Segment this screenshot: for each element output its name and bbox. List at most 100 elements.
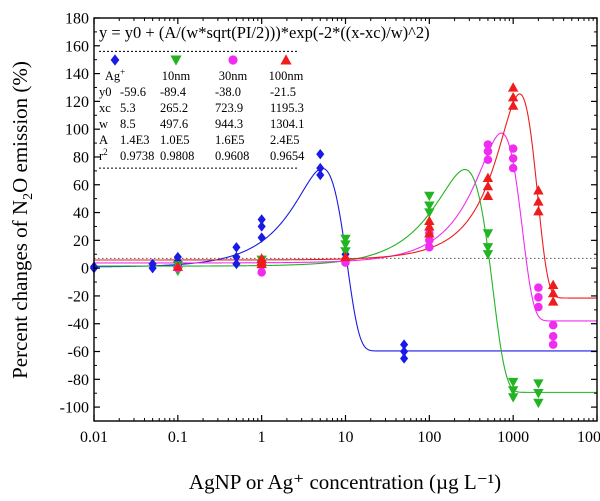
data-point-series-1 [400, 339, 409, 350]
fit-equation: y = y0 + (A/(w*sqrt(PI/2)))*exp(-2*((x-x… [99, 23, 430, 42]
table-column-header: 100nm [269, 69, 304, 83]
table-cell: 1304.1 [270, 117, 304, 131]
y-tick-label: -20 [68, 288, 89, 305]
y-tick-label: 120 [65, 94, 89, 111]
data-point-series-2 [533, 389, 544, 399]
table-cell: -59.6 [120, 85, 146, 99]
data-point-series-2 [482, 243, 494, 253]
data-point-series-2 [424, 208, 435, 218]
data-point-series-3 [534, 283, 543, 292]
data-point-series-4 [547, 287, 559, 298]
data-point-series-2 [507, 386, 519, 396]
data-point-series-4 [507, 100, 519, 110]
data-point-series-1 [316, 148, 325, 160]
table-cell: 497.6 [160, 117, 188, 131]
data-point-series-3 [483, 155, 493, 165]
data-point-series-4 [482, 180, 494, 191]
data-point-series-2 [507, 393, 519, 403]
x-tick-label: 10000 [577, 429, 600, 446]
data-point-series-4 [424, 228, 435, 238]
data-point-series-3 [508, 144, 518, 153]
table-cell: -38.0 [215, 85, 241, 99]
x-axis-label: AgNP or Ag⁺ concentration (µg L⁻¹) [189, 470, 501, 494]
data-point-series-3 [483, 140, 493, 149]
data-point-series-2 [482, 229, 494, 239]
data-point-series-2 [507, 377, 519, 388]
table-row-label: y0 [99, 85, 112, 99]
data-point-series-2 [424, 191, 435, 202]
table-row-label: xc [99, 101, 111, 115]
data-point-series-4 [482, 172, 494, 182]
table-cell: 0.9654 [270, 149, 305, 163]
x-tick-label: 10 [338, 429, 354, 446]
fit-curve-2 [94, 168, 597, 393]
data-point-series-1 [316, 169, 325, 181]
y-tick-label: -40 [68, 316, 89, 333]
data-point-series-1 [257, 221, 266, 232]
data-point-series-3 [548, 340, 558, 349]
data-point-series-4 [424, 215, 435, 226]
data-point-series-3 [534, 293, 543, 302]
legend-marker-series-3 [228, 55, 238, 65]
table-cell: 0.9608 [215, 149, 249, 163]
table-cell: 944.3 [215, 117, 243, 131]
data-point-series-4 [256, 253, 267, 263]
data-point-series-2 [340, 240, 351, 250]
data-point-series-4 [533, 185, 544, 195]
data-point-series-4 [547, 296, 559, 306]
y-tick-label: 140 [65, 66, 89, 83]
data-point-series-4 [507, 92, 519, 102]
x-tick-label: 100 [417, 429, 441, 446]
table-row-label: r2 [99, 147, 108, 163]
table-cell: 8.5 [120, 117, 136, 131]
y-tick-label: 180 [65, 11, 89, 28]
table-cell: 2.4E5 [270, 133, 300, 147]
table-cell: -21.5 [270, 85, 296, 99]
data-point-series-2 [533, 379, 544, 389]
data-point-series-4 [547, 279, 559, 289]
y-tick-label: 20 [73, 233, 89, 250]
table-cell: 265.2 [160, 101, 188, 115]
legend-marker-series-2 [170, 55, 182, 66]
y-tick-label: 160 [65, 38, 89, 55]
table-cell: -89.4 [160, 85, 187, 99]
y-tick-label: -100 [60, 400, 89, 417]
data-point-series-4 [507, 82, 519, 92]
x-tick-label: 0.1 [168, 429, 188, 446]
data-point-series-2 [340, 234, 351, 245]
data-point-series-4 [533, 205, 544, 216]
table-row-label: w [99, 117, 108, 131]
table-cell: 0.9808 [160, 149, 194, 163]
data-point-series-1 [173, 251, 182, 263]
data-point-series-1 [232, 258, 241, 270]
data-point-series-4 [340, 251, 351, 262]
table-row-label: A [99, 133, 108, 147]
y-tick-label: 40 [73, 205, 89, 222]
table-cell: 0.9738 [120, 149, 154, 163]
x-tick-label: 0.01 [80, 429, 108, 446]
table-column-header: 30nm [219, 69, 248, 83]
y-tick-label: 0 [81, 261, 89, 278]
axes-layer: -100 -80 -60 -40 -20 0 20 40 60 80 100 120 140 160 180… [60, 11, 600, 447]
table-cell: 5.3 [120, 101, 136, 115]
data-point-series-1 [148, 258, 157, 270]
data-point-series-1 [400, 346, 409, 357]
data-point-series-3 [483, 147, 493, 156]
table-cell: 1.4E3 [120, 133, 150, 147]
table-column-header: Ag+ [105, 67, 125, 83]
data-point-series-1 [232, 251, 241, 263]
data-point-series-3 [508, 163, 518, 173]
data-point-series-3 [548, 320, 558, 330]
y-axis-label: Percent changes of N2O emission (%) [8, 61, 36, 379]
table-cell: 723.9 [215, 101, 243, 115]
data-point-series-2 [482, 250, 494, 260]
table-cell: 1.6E5 [215, 133, 245, 147]
data-point-series-3 [508, 154, 518, 163]
data-point-series-1 [257, 232, 266, 243]
data-point-series-1 [232, 242, 241, 253]
data-point-series-4 [424, 221, 435, 231]
data-point-series-4 [533, 196, 544, 206]
data-point-series-4 [172, 261, 184, 271]
data-point-series-2 [424, 201, 435, 211]
x-tick-label: 1 [258, 429, 266, 446]
